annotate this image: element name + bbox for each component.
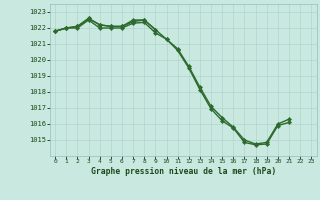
X-axis label: Graphe pression niveau de la mer (hPa): Graphe pression niveau de la mer (hPa) <box>91 167 276 176</box>
